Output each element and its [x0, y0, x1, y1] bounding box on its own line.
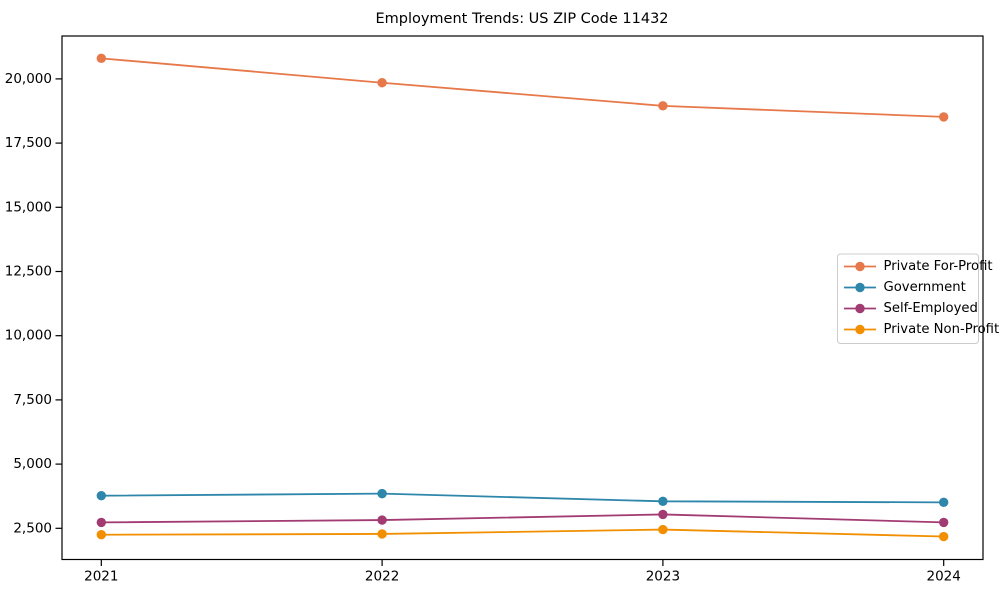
- data-point-marker: [658, 101, 668, 111]
- data-point-marker: [377, 488, 387, 499]
- data-point-marker: [938, 531, 949, 542]
- series-line-self-employed: [101, 513, 944, 524]
- y-tick-label: 5,000: [13, 456, 52, 472]
- series-line-government: [101, 492, 944, 504]
- y-tick-label: 12,500: [5, 263, 52, 279]
- data-point-marker: [938, 112, 949, 122]
- legend-label: Private For-Profit: [884, 259, 993, 274]
- data-point-marker: [938, 517, 949, 528]
- data-point-marker: [377, 529, 387, 539]
- legend-item-private-non-profit[interactable]: Private Non-Profit: [844, 322, 999, 337]
- plot-border: [61, 35, 984, 561]
- data-point-marker: [96, 490, 107, 501]
- data-point-marker: [377, 78, 387, 88]
- legend-box: [837, 253, 979, 344]
- data-point-marker: [96, 53, 107, 64]
- y-tick-label: 17,500: [5, 135, 52, 151]
- x-tick-label: 2021: [84, 569, 118, 585]
- y-tick-label: 15,000: [5, 199, 52, 215]
- data-point-marker: [658, 509, 668, 520]
- legend-item-self-employed[interactable]: Self-Employed: [844, 301, 978, 316]
- y-tick-label: 7,500: [13, 392, 52, 408]
- legend-item-private-for-profit[interactable]: Private For-Profit: [844, 259, 993, 274]
- x-tick-label: 2023: [646, 569, 680, 585]
- data-point-marker: [96, 517, 107, 528]
- y-tick-label: 10,000: [5, 328, 52, 344]
- chart-title: Employment Trends: US ZIP Code 11432: [375, 11, 668, 27]
- x-tick-label: 2024: [927, 569, 961, 585]
- legend-label: Government: [884, 280, 966, 295]
- x-tick-label: 2022: [365, 569, 399, 585]
- legend: Private For-Profit Government Self-Employe…: [837, 253, 999, 344]
- data-point-marker: [377, 515, 387, 525]
- data-point-marker: [96, 530, 107, 540]
- legend-marker-icon: [855, 303, 865, 314]
- data-point-marker: [658, 496, 668, 507]
- series-line-private-non-profit: [101, 528, 944, 538]
- legend-marker-icon: [855, 261, 865, 272]
- y-tick-label: 2,500: [13, 520, 52, 536]
- legend-marker-icon: [855, 282, 865, 293]
- y-tick-label: 20,000: [5, 71, 52, 87]
- legend-marker-icon: [855, 324, 865, 335]
- legend-label: Private Non-Profit: [884, 322, 1000, 337]
- data-point-marker: [658, 524, 668, 535]
- legend-item-government[interactable]: Government: [844, 280, 966, 295]
- series-line-private-for-profit: [101, 57, 944, 118]
- plot-area: 2,500 5,000 7,500 10,000 12,500 15,000 17,500 2…: [5, 35, 999, 585]
- legend-label: Self-Employed: [884, 301, 978, 316]
- data-point-marker: [938, 497, 949, 508]
